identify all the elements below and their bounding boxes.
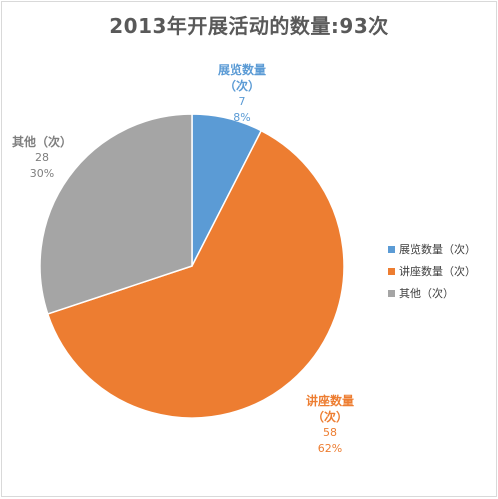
legend-swatch — [388, 267, 395, 275]
data-label-value: 7 — [238, 95, 246, 108]
data-label-percent: 8% — [233, 111, 251, 124]
legend-label: 讲座数量（次） — [399, 265, 476, 278]
data-label-name: 讲座数量 （次） — [305, 394, 354, 424]
data-label-lecture: 讲座数量 （次） 58 62% — [272, 393, 388, 457]
legend-item-other: 其他（次） — [388, 282, 476, 304]
legend: 展览数量（次） 讲座数量（次） 其他（次） — [388, 238, 476, 304]
data-label-name: 展览数量 （次） — [217, 63, 266, 93]
data-label-other: 其他（次） 28 30% — [2, 134, 82, 182]
legend-label: 展览数量（次） — [399, 243, 476, 256]
data-label-exhibition: 展览数量 （次） 7 8% — [192, 62, 292, 126]
pie-slice-other — [39, 113, 193, 315]
chart-title: 2013年开展活动的数量:93次 — [109, 14, 389, 38]
legend-item-exhibition: 展览数量（次） — [388, 238, 476, 260]
data-label-name: 其他（次） — [11, 135, 72, 149]
legend-label: 其他（次） — [399, 287, 454, 300]
data-label-percent: 30% — [29, 167, 55, 180]
legend-swatch — [388, 245, 395, 253]
pie-slice-lecture — [46, 129, 345, 419]
data-label-value: 28 — [35, 151, 49, 164]
data-label-percent: 62% — [317, 442, 343, 455]
legend-item-lecture: 讲座数量（次） — [388, 260, 476, 282]
legend-swatch — [388, 289, 395, 297]
data-label-value: 58 — [323, 426, 337, 439]
